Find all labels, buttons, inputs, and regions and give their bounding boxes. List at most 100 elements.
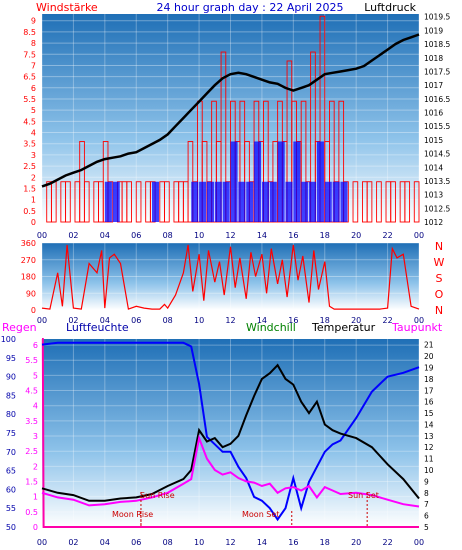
pressure-axis-title: Luftdruck bbox=[364, 1, 416, 14]
rain-tick-label: 6 bbox=[33, 341, 38, 350]
wind-mean-mark bbox=[104, 181, 112, 222]
rain-tick-label: 2 bbox=[33, 462, 38, 471]
wind-mean-mark bbox=[324, 181, 332, 222]
temperature-tick-label: 21 bbox=[424, 341, 434, 350]
pressure-tick-label: 1013 bbox=[424, 191, 443, 200]
direction-tick-label: 270 bbox=[21, 256, 36, 265]
wind-speed-tick-label: 0 bbox=[31, 218, 36, 227]
temperature-tick-label: 15 bbox=[424, 409, 434, 418]
wind-speed-tick-label: 7 bbox=[31, 61, 36, 70]
time-tick-label: 10 bbox=[194, 316, 204, 325]
time-tick-label: 00 bbox=[414, 231, 424, 240]
pressure-tick-label: 1015.5 bbox=[424, 122, 450, 131]
sun-moon-annotations: Sun Rise Moon Rise Moon Set Sun Set bbox=[112, 491, 379, 527]
wind-gust-mark bbox=[413, 181, 420, 223]
pressure-tick-label: 1017 bbox=[424, 81, 443, 90]
panel-3-header: Regen Luftfeuchte Windchill Temperatur Taupu… bbox=[2, 321, 443, 334]
pressure-tick-label: 1018 bbox=[424, 54, 443, 63]
temperature-tick-label: 8 bbox=[424, 489, 429, 498]
time-tick-label: 04 bbox=[100, 231, 110, 240]
wind-mean-mark bbox=[316, 141, 324, 222]
humidity-line bbox=[41, 341, 420, 522]
pressure-tick-label: 1014 bbox=[424, 163, 443, 172]
humidity-tick-label: 65 bbox=[6, 467, 16, 476]
pressure-tick-label: 1019 bbox=[424, 26, 443, 35]
pressure-line bbox=[41, 33, 420, 188]
time-tick-label: 00 bbox=[37, 538, 47, 547]
wind-mean-mark bbox=[151, 181, 160, 222]
rain-tick-label: 4 bbox=[33, 402, 38, 411]
wind-speed-tick-label: 1 bbox=[31, 196, 36, 205]
wind-gust-mark bbox=[164, 181, 170, 223]
wind-direction-line bbox=[41, 244, 420, 310]
time-tick-label: 14 bbox=[257, 316, 267, 325]
wind-gust-mark bbox=[135, 181, 142, 223]
wind-speed-tick-label: 2 bbox=[31, 173, 36, 182]
temperature-tick-label: 16 bbox=[424, 398, 434, 407]
temperature-tick-label: 5 bbox=[424, 523, 429, 532]
compass-label: S bbox=[436, 272, 443, 285]
time-tick-label: 02 bbox=[68, 231, 78, 240]
wind-gust-mark bbox=[126, 181, 132, 223]
time-ticks-3: 00 02 04 06 08 10 12 14 16 18 20 22 00 bbox=[37, 538, 424, 547]
event-label: Sun Set bbox=[348, 491, 379, 500]
temperature-tick-label: 11 bbox=[424, 455, 434, 464]
rain-tick-label: 5.5 bbox=[25, 356, 38, 365]
pressure-tick-label: 1014.5 bbox=[424, 150, 450, 159]
wind-mean-mark bbox=[277, 141, 285, 222]
wind-speed-tick-label: 8.5 bbox=[23, 28, 36, 37]
time-tick-label: 00 bbox=[37, 316, 47, 325]
time-tick-label: 22 bbox=[382, 231, 392, 240]
humidity-tick-label: 100 bbox=[1, 335, 16, 344]
temperature-humidity-panel: Regen Luftfeuchte Windchill Temperatur Taupu… bbox=[1, 321, 443, 547]
temperature-tick-label: 7 bbox=[424, 500, 429, 509]
compass-label: N bbox=[435, 304, 443, 317]
wind-mean-mark bbox=[332, 181, 340, 222]
pressure-tick-label: 1012.5 bbox=[424, 204, 450, 213]
plot-area-3 bbox=[42, 339, 419, 527]
wind-speed-tick-label: 6 bbox=[31, 84, 36, 93]
compass-label: W bbox=[434, 256, 445, 269]
temperature-tick-label: 9 bbox=[424, 477, 429, 486]
wind-speed-ticks: 0 0.5 1 1.5 2 2.5 3 3.5 4 4.5 5 5.5 6 6.5 7 7.5 8 8.5 9 bbox=[23, 17, 36, 227]
wind-mean-mark bbox=[285, 181, 293, 222]
temperature-tick-label: 18 bbox=[424, 375, 434, 384]
direction-tick-label: 360 bbox=[21, 239, 36, 248]
wind-speed-tick-label: 3.5 bbox=[23, 140, 36, 149]
time-tick-label: 00 bbox=[414, 538, 424, 547]
rain-line bbox=[41, 338, 419, 528]
time-tick-label: 08 bbox=[163, 538, 173, 547]
time-tick-label: 22 bbox=[382, 316, 392, 325]
time-tick-label: 08 bbox=[163, 231, 173, 240]
temperature-tick-label: 14 bbox=[424, 420, 434, 429]
rain-tick-label: 2.5 bbox=[25, 447, 38, 456]
humidity-tick-label: 80 bbox=[6, 410, 16, 419]
wind-mean-mark bbox=[340, 181, 348, 222]
wind-mean-mark bbox=[269, 181, 277, 222]
wind-mean-mark bbox=[254, 141, 262, 222]
event-label: Moon Rise bbox=[112, 510, 153, 519]
time-tick-label: 16 bbox=[288, 231, 298, 240]
rain-ticks: 0 0.5 1 1.5 2 2.5 3 3.5 4 4.5 5 5.5 6 bbox=[25, 341, 38, 532]
temperature-tick-label: 10 bbox=[424, 466, 434, 475]
time-ticks-1: 00 02 04 06 08 10 12 14 16 18 20 22 00 bbox=[37, 231, 424, 240]
time-tick-label: 06 bbox=[131, 231, 141, 240]
humidity-tick-label: 90 bbox=[6, 373, 16, 382]
event-label: Sun Rise bbox=[140, 491, 175, 500]
compass-label: N bbox=[435, 240, 443, 253]
wind-mean-mark bbox=[191, 181, 199, 222]
temperature-tick-label: 12 bbox=[424, 443, 434, 452]
wind-mean-mark bbox=[206, 181, 215, 222]
dewpoint-line bbox=[41, 434, 420, 508]
wind-mean-series bbox=[104, 141, 348, 222]
wind-speed-tick-label: 3 bbox=[31, 151, 36, 160]
temperature-tick-label: 13 bbox=[424, 432, 434, 441]
humidity-tick-label: 75 bbox=[6, 429, 16, 438]
time-tick-label: 02 bbox=[68, 316, 78, 325]
rain-tick-label: 1.5 bbox=[25, 478, 38, 487]
pressure-ticks: 1012 1012.5 1013 1013.5 1014 1014.5 1015 1015.5… bbox=[424, 13, 450, 227]
rain-tick-label: 0.5 bbox=[25, 508, 38, 517]
legend-label: Windchill bbox=[246, 321, 296, 334]
wind-speed-tick-label: 6.5 bbox=[23, 73, 36, 82]
